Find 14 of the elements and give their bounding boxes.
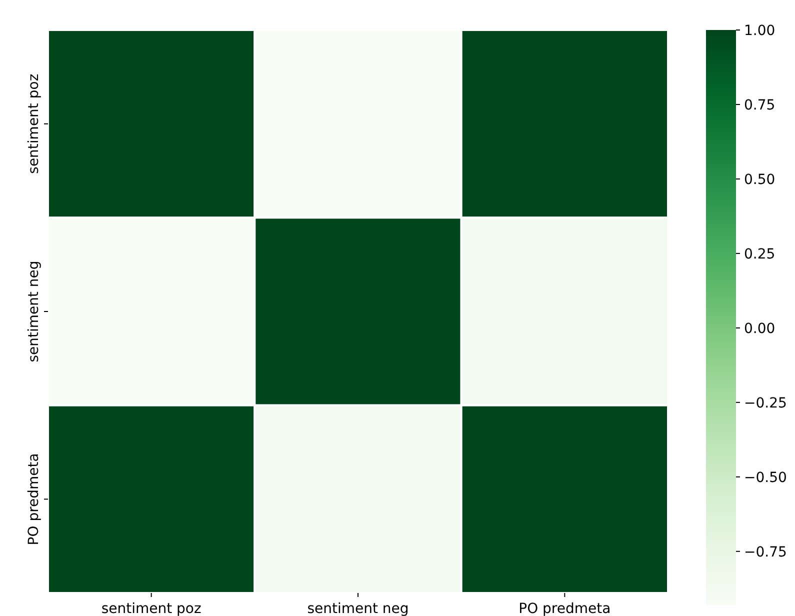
y-tick-label: sentiment neg — [26, 260, 42, 362]
color-bar-label: 0.00 — [744, 320, 776, 337]
x-tick-label: sentiment neg — [307, 601, 409, 616]
color-bar-label: 0.75 — [744, 97, 776, 114]
y-tick-label: PO predmeta — [26, 453, 42, 546]
x-tick-label: PO predmeta — [518, 601, 611, 616]
x-tick-label: sentiment poz — [101, 601, 202, 616]
color-bar-label: 0.25 — [744, 246, 776, 262]
color-bar-label: 1.00 — [744, 22, 776, 39]
color-bar-label: −0.75 — [744, 544, 787, 560]
color-bar-label: 0.50 — [744, 172, 776, 188]
y-tick-label: sentiment poz — [26, 74, 42, 174]
color-bar-label: −0.50 — [744, 470, 787, 486]
color-bar-label: −0.25 — [744, 395, 787, 412]
